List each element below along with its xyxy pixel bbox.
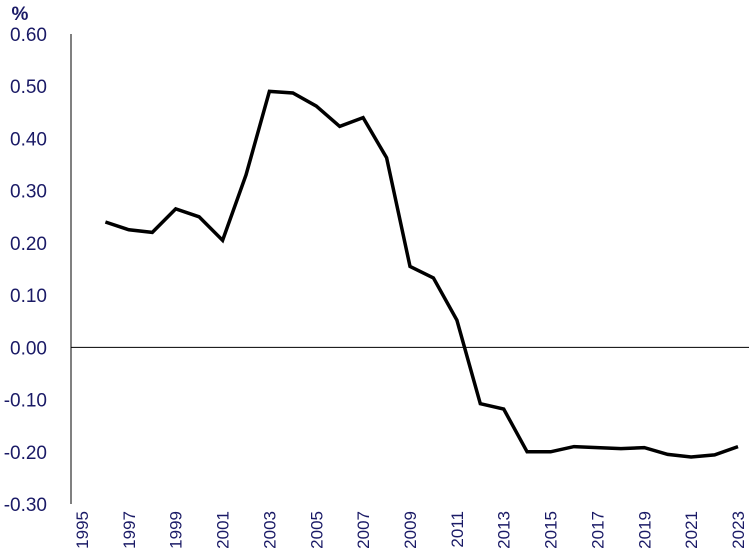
series-line	[104, 89, 739, 459]
x-tick-label: 2023	[729, 511, 748, 549]
y-tick-label: -0.10	[4, 391, 47, 412]
x-tick-label: 1997	[120, 511, 139, 549]
y-tick-label: 0.10	[10, 286, 47, 307]
y-tick-label: 0.30	[10, 182, 47, 203]
y-tick-labels: 0.60 0.50 0.40 0.30 0.20 0.10 0.00 -0.10 -0.20 -0…	[4, 25, 47, 516]
x-tick-label: 1999	[167, 511, 186, 549]
y-tick-label: 0.20	[10, 234, 47, 255]
x-tick-label: 2017	[588, 511, 607, 549]
x-tick-label: 2003	[260, 511, 279, 549]
x-tick-label: 2015	[542, 511, 561, 549]
x-tick-label: 2013	[495, 511, 514, 549]
y-tick-label: -0.30	[4, 495, 47, 516]
y-tick-label: 0.60	[10, 25, 47, 46]
x-tick-label: 2019	[635, 511, 654, 549]
y-tick-label: -0.20	[4, 443, 47, 464]
y-tick-label: 0.50	[10, 77, 47, 98]
x-tick-label: 2005	[307, 511, 326, 549]
x-tick-labels: 1995 1997 1999 2001 2003 2005 2007 2009 2011 2013…	[73, 511, 748, 549]
y-tick-label: 0.00	[10, 338, 47, 359]
y-axis-unit-label: %	[12, 4, 29, 25]
x-tick-label: 2001	[214, 511, 233, 549]
x-tick-label: 2011	[448, 511, 467, 548]
series-layer	[104, 89, 739, 459]
x-tick-label: 2021	[682, 511, 701, 549]
y-tick-label: 0.40	[10, 129, 47, 150]
x-tick-label: 2007	[354, 511, 373, 549]
x-tick-label: 2009	[401, 511, 420, 549]
x-tick-label: 1995	[73, 511, 92, 549]
